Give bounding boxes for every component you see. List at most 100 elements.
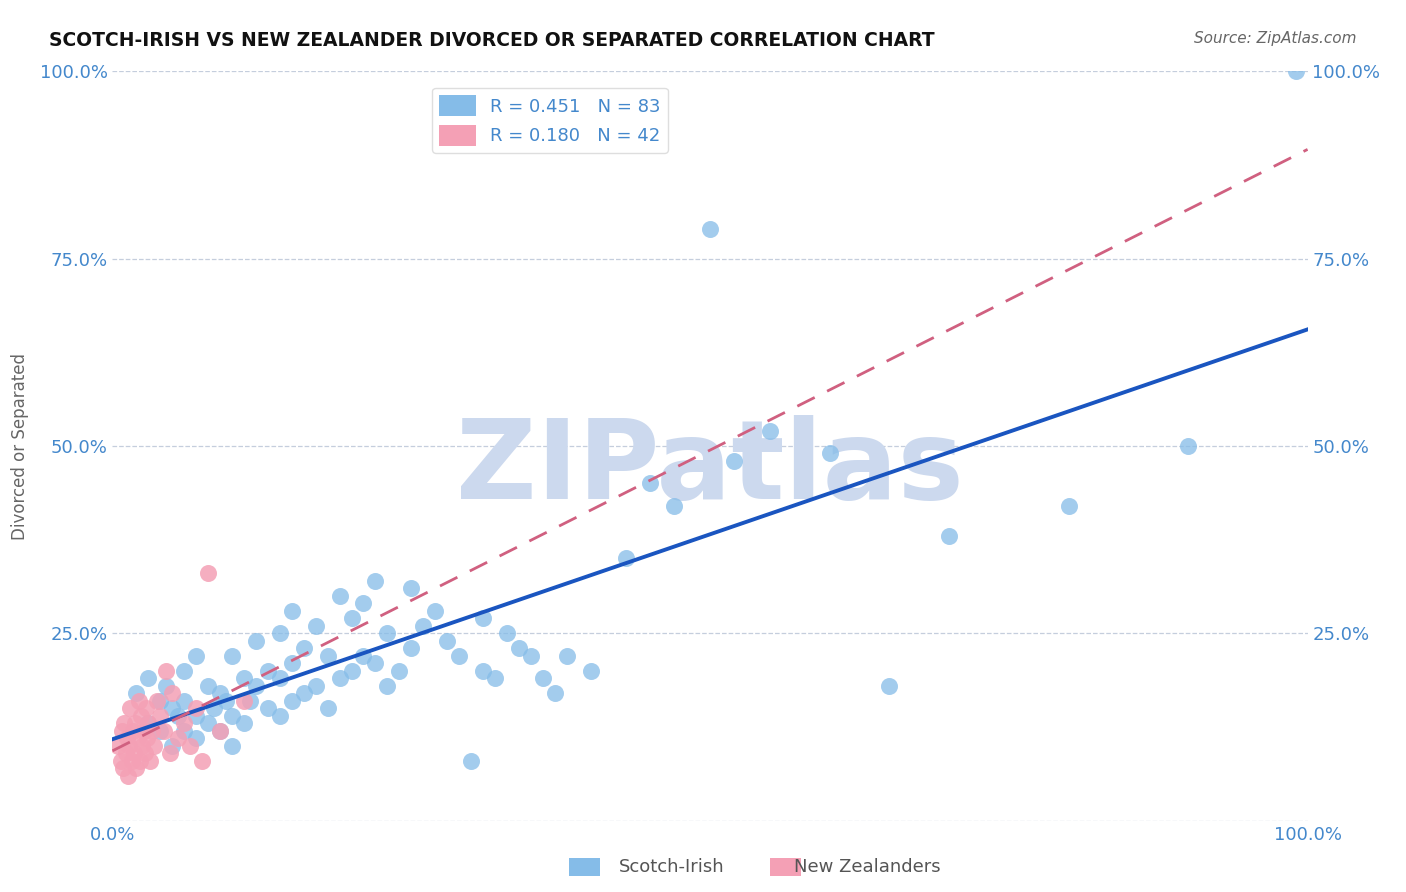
Point (114, 716, 135, 731)
Point (197, 566, 219, 581)
Point (640, 476, 662, 491)
Point (117, 769, 139, 783)
Point (425, 604, 447, 618)
Point (191, 754, 214, 768)
Point (377, 679, 399, 693)
Point (110, 754, 132, 768)
Point (759, 424, 782, 438)
Point (122, 746, 145, 760)
Point (209, 723, 232, 738)
Point (352, 648, 374, 663)
Point (316, 648, 339, 663)
Point (436, 633, 458, 648)
Point (138, 671, 160, 685)
Point (508, 641, 530, 656)
Text: SCOTCH-IRISH VS NEW ZEALANDER DIVORCED OR SEPARATED CORRELATION CHART: SCOTCH-IRISH VS NEW ZEALANDER DIVORCED O… (49, 31, 935, 50)
Point (879, 679, 901, 693)
Point (257, 664, 280, 678)
Y-axis label: Divorced or Separated: Divorced or Separated (10, 352, 28, 540)
Point (186, 731, 208, 746)
Point (305, 619, 328, 633)
Point (555, 648, 578, 663)
Point (401, 582, 423, 596)
Point (134, 746, 156, 760)
Point (107, 739, 129, 753)
Point (938, 529, 960, 543)
Point (186, 648, 208, 663)
Point (329, 589, 352, 603)
Point (1177, 439, 1199, 453)
Point (364, 657, 387, 671)
Point (112, 761, 135, 775)
Point (472, 664, 495, 678)
Point (197, 679, 219, 693)
Point (460, 754, 482, 768)
Point (377, 626, 399, 640)
Point (388, 664, 411, 678)
Point (664, 499, 686, 513)
Point (269, 671, 291, 685)
Point (579, 664, 602, 678)
Point (281, 604, 304, 618)
Point (155, 679, 177, 693)
Point (124, 716, 146, 731)
Point (269, 626, 291, 640)
Point (129, 754, 152, 768)
Point (202, 701, 225, 715)
Point (245, 633, 267, 648)
Point (115, 731, 138, 746)
Point (138, 716, 160, 731)
Point (215, 694, 238, 708)
Point (447, 648, 470, 663)
Point (153, 723, 176, 738)
Point (167, 708, 190, 723)
Text: Scotch-Irish: Scotch-Irish (619, 858, 724, 876)
Point (162, 739, 183, 753)
Point (472, 611, 495, 625)
Point (543, 686, 565, 700)
Point (149, 708, 172, 723)
Point (209, 686, 232, 700)
Point (167, 731, 190, 746)
Point (364, 574, 387, 588)
Point (221, 648, 243, 663)
Point (173, 716, 195, 731)
Point (186, 701, 208, 715)
Point (245, 679, 267, 693)
Point (616, 551, 638, 566)
Point (233, 716, 256, 731)
Point (340, 611, 363, 625)
Point (127, 731, 149, 746)
Point (132, 723, 155, 738)
Point (173, 723, 195, 738)
Text: Source: ZipAtlas.com: Source: ZipAtlas.com (1194, 31, 1357, 46)
Point (496, 626, 519, 640)
Point (138, 754, 160, 768)
Point (281, 657, 304, 671)
Point (111, 723, 134, 738)
Point (128, 694, 150, 708)
Point (173, 664, 195, 678)
Point (209, 723, 232, 738)
Point (818, 446, 841, 460)
Point (129, 708, 152, 723)
Point (340, 664, 363, 678)
Point (1057, 499, 1080, 513)
Point (292, 686, 315, 700)
Point (162, 686, 183, 700)
Text: ZIPatlas: ZIPatlas (456, 415, 965, 522)
Point (159, 746, 181, 760)
Point (186, 708, 208, 723)
Point (531, 671, 554, 685)
Point (143, 739, 166, 753)
Point (138, 716, 160, 731)
Point (723, 454, 745, 468)
Point (173, 694, 195, 708)
Point (149, 723, 172, 738)
Point (484, 671, 506, 685)
Point (1285, 64, 1308, 78)
Point (179, 739, 201, 753)
Point (121, 754, 143, 768)
Point (269, 708, 291, 723)
Point (329, 671, 352, 685)
